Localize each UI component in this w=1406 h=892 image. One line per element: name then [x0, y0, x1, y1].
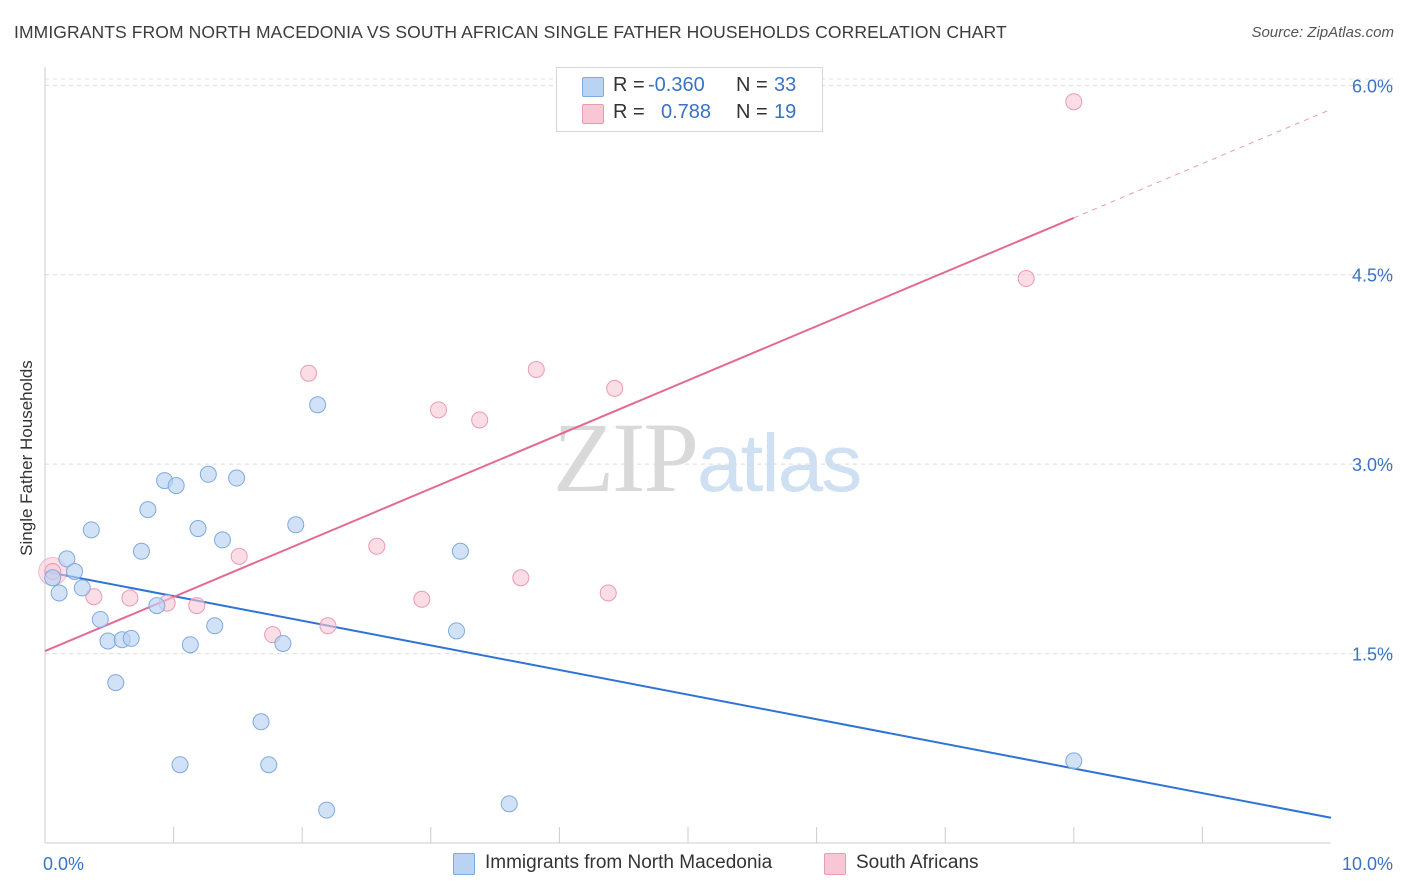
legend-n-label: N = — [736, 101, 768, 123]
data-point-south-africans — [1065, 93, 1083, 111]
data-point-macedonia — [199, 465, 217, 483]
data-point-macedonia — [309, 396, 327, 414]
data-point-macedonia — [181, 636, 199, 654]
data-point-macedonia — [287, 516, 305, 534]
legend-r-label: R = — [613, 101, 645, 123]
data-point-south-africans — [319, 617, 337, 635]
data-point-south-africans — [121, 589, 139, 607]
legend-n-value: 33 — [774, 74, 797, 96]
data-point-macedonia — [99, 632, 117, 650]
data-point-macedonia — [171, 756, 189, 774]
data-point-south-africans — [1017, 270, 1035, 288]
legend-row-south-africans: R = 0.788 N = 19 — [557, 101, 822, 127]
legend-swatch-pink — [582, 104, 604, 124]
data-point-macedonia — [213, 531, 231, 549]
data-point-macedonia — [252, 713, 270, 731]
data-point-macedonia — [50, 584, 68, 602]
y-tick-label: 3.0% — [1352, 455, 1393, 475]
tick-labels: 1.5% 3.0% 4.5% 6.0% 0.0% 10.0% — [43, 76, 1393, 874]
data-point-macedonia — [167, 477, 185, 495]
watermark-zip: ZIP — [553, 402, 699, 513]
data-point-south-africans — [413, 590, 431, 608]
watermark: ZIPatlas — [553, 400, 862, 515]
data-point-south-africans — [471, 411, 489, 429]
legend-label-macedonia: Immigrants from North Macedonia — [485, 852, 773, 873]
data-point-macedonia — [44, 569, 62, 587]
legend-n-value: 19 — [774, 101, 797, 123]
data-point-south-africans — [599, 584, 617, 602]
data-point-macedonia — [1065, 752, 1083, 770]
data-point-macedonia — [107, 674, 125, 692]
data-point-macedonia — [82, 521, 100, 539]
y-tick-label: 4.5% — [1352, 266, 1393, 286]
chart-title: IMMIGRANTS FROM NORTH MACEDONIA VS SOUTH… — [14, 22, 1007, 42]
data-point-macedonia — [122, 629, 140, 647]
y-tick-label: 1.5% — [1352, 645, 1393, 665]
data-point-macedonia — [91, 610, 109, 628]
data-point-macedonia — [139, 501, 157, 519]
legend-label-south-africans: South Africans — [856, 852, 979, 873]
legend-swatch-pink — [824, 853, 846, 875]
data-point-macedonia — [451, 542, 469, 560]
watermark-atlas: atlas — [697, 418, 862, 509]
data-point-macedonia — [206, 617, 224, 635]
data-points — [38, 93, 1083, 819]
legend-row-macedonia: R = -0.360 N = 33 — [557, 74, 822, 100]
data-point-south-africans — [512, 569, 530, 587]
data-point-macedonia — [318, 801, 336, 819]
data-point-macedonia — [189, 520, 207, 538]
trend-line-south-africans — [44, 216, 1075, 652]
source-label: Source: ZipAtlas.com — [1251, 24, 1394, 41]
trend-line-macedonia — [44, 570, 1332, 819]
trend-lines — [44, 108, 1332, 819]
data-point-macedonia — [132, 542, 150, 560]
x-tick-label: 0.0% — [43, 854, 84, 874]
data-point-south-africans — [230, 547, 248, 565]
data-point-south-africans — [300, 364, 318, 382]
legend-n-label: N = — [736, 74, 768, 96]
data-point-south-africans — [368, 537, 386, 555]
legend-swatch-blue — [582, 77, 604, 97]
axes — [44, 67, 1331, 844]
legend-swatch-blue — [453, 853, 475, 875]
trend-line-extension — [1073, 108, 1332, 219]
x-tick-label: 10.0% — [1342, 854, 1393, 874]
data-point-macedonia — [228, 469, 246, 487]
data-point-macedonia — [148, 597, 166, 615]
correlation-legend: R = -0.360 N = 33 R = 0.788 N = 19 — [556, 67, 823, 132]
legend-r-label: R = — [613, 74, 645, 96]
data-point-south-africans — [85, 588, 103, 606]
legend-r-value: -0.360 — [648, 74, 705, 96]
data-point-south-africans — [606, 379, 624, 397]
data-point-macedonia — [448, 622, 466, 640]
data-point-macedonia — [274, 634, 292, 652]
data-point-south-africans — [430, 401, 448, 419]
data-point-macedonia — [58, 550, 76, 568]
data-point-south-africans — [527, 360, 545, 378]
data-point-south-africans — [188, 597, 206, 615]
data-point-macedonia — [73, 579, 91, 597]
legend-r-value: 0.788 — [661, 101, 712, 123]
y-tick-label: 6.0% — [1352, 76, 1393, 96]
data-point-macedonia — [500, 795, 518, 813]
data-point-macedonia — [66, 562, 84, 580]
data-point-macedonia — [260, 756, 278, 774]
